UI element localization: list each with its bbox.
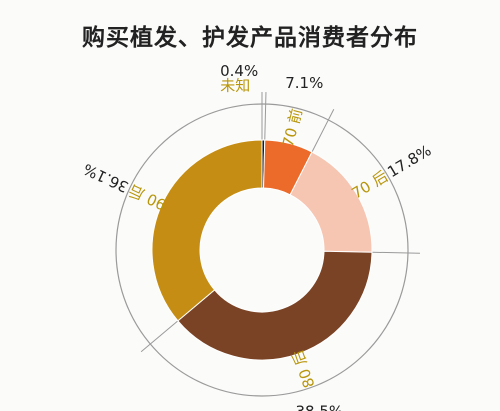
- slice-4: [151, 139, 263, 322]
- value-label-3: 38.5%: [295, 403, 343, 411]
- slices: [151, 139, 373, 361]
- category-label-2: 70 后: [349, 167, 392, 202]
- outer-ring: [115, 92, 420, 397]
- value-label-1: 7.1%: [285, 74, 323, 92]
- value-label-0: 0.4%: [220, 62, 258, 80]
- category-label-3: 80 后: [289, 348, 319, 391]
- chart-title: 购买植发、护发产品消费者分布: [82, 25, 418, 51]
- slice-divider-4: [140, 320, 179, 353]
- slice-divider-3: [371, 251, 420, 254]
- value-label-4: 36.1%: [80, 160, 131, 196]
- category-label-0: 未知: [220, 77, 250, 95]
- slice-divider-1: [264, 92, 267, 141]
- category-label-4: 90 后: [126, 181, 169, 214]
- category-label-1: 70 前: [279, 107, 306, 149]
- slice-3: [177, 250, 373, 361]
- value-label-2: 17.8%: [384, 141, 434, 181]
- slice-divider-2: [311, 109, 335, 153]
